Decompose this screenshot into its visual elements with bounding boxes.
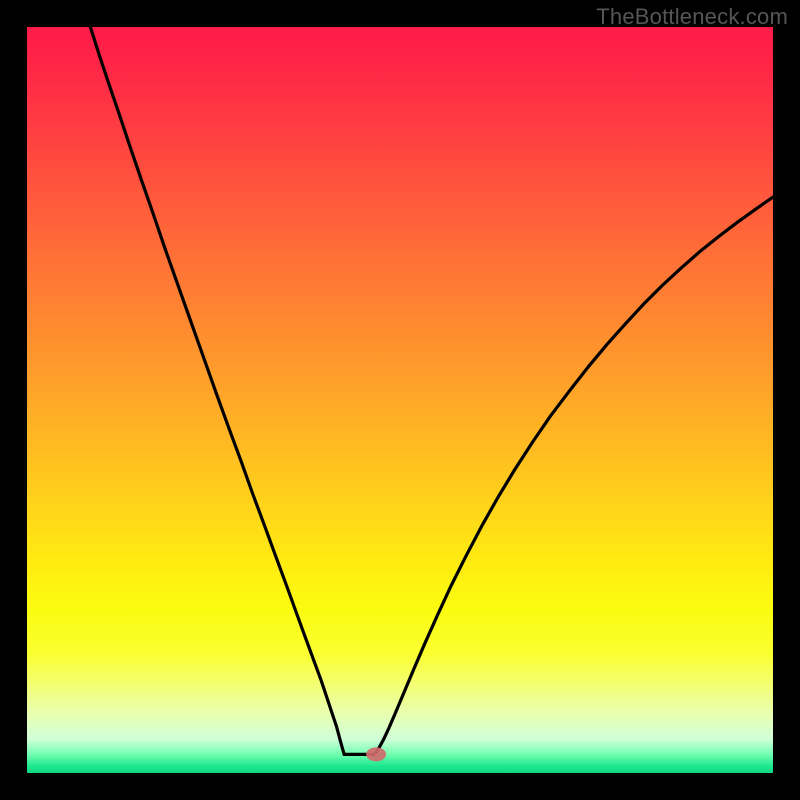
plot-area bbox=[27, 27, 773, 773]
bottleneck-chart bbox=[0, 0, 800, 800]
watermark-text: TheBottleneck.com bbox=[596, 4, 788, 30]
optimal-point-marker bbox=[366, 747, 386, 761]
chart-container: { "watermark": { "text": "TheBottleneck.… bbox=[0, 0, 800, 800]
